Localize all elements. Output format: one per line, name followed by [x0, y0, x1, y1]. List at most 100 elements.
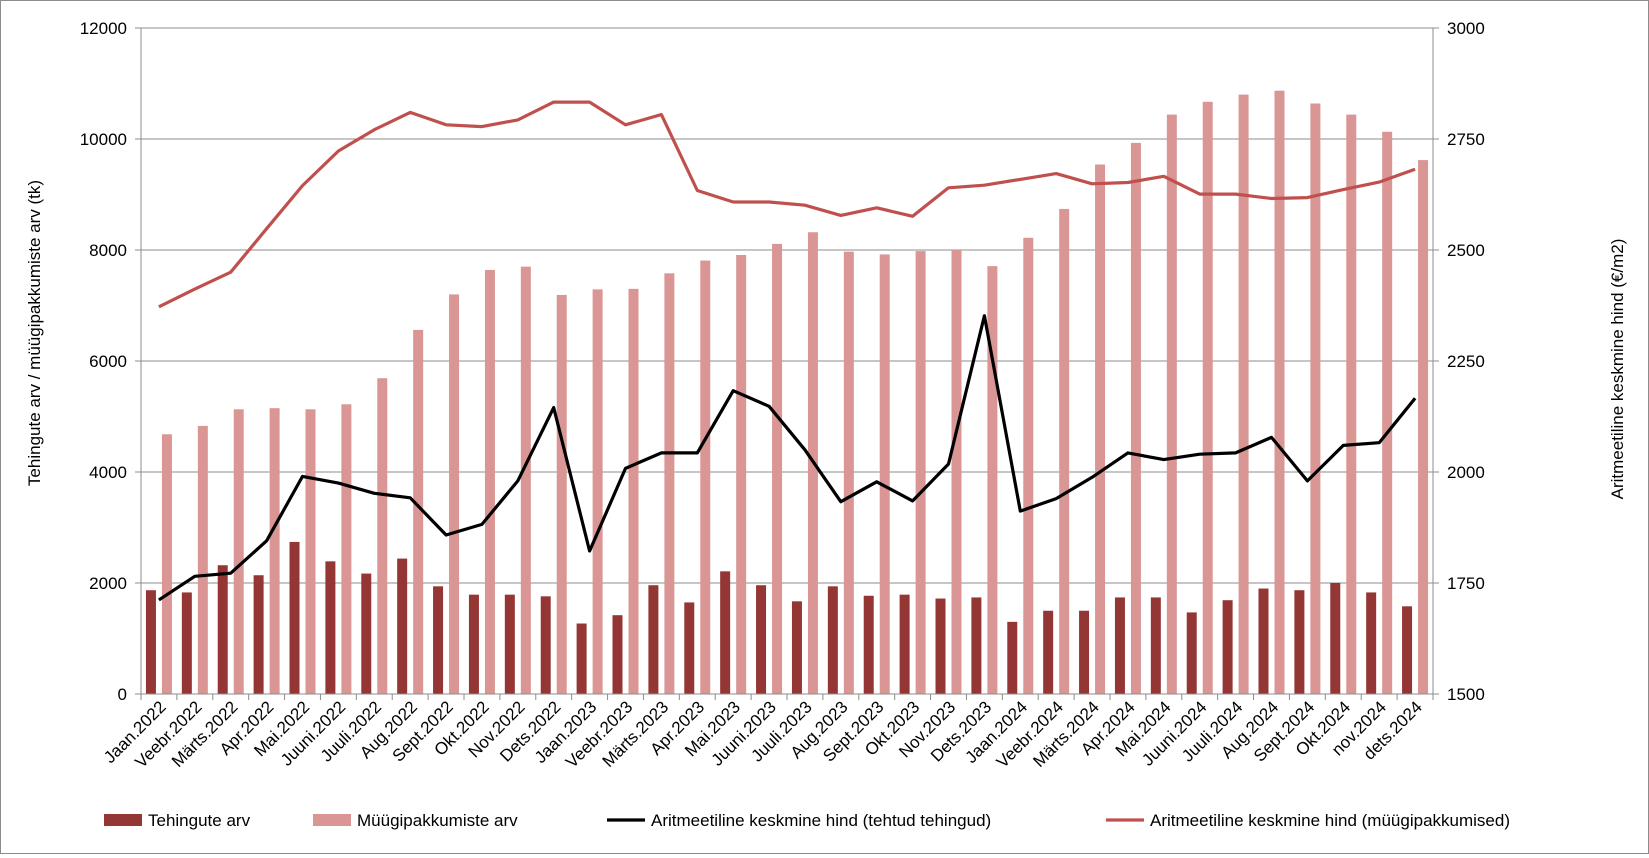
y-axis-right-label: Aritmeetiline keskmine hind (€/m2): [1608, 239, 1627, 500]
bar-myygipakkumiste-arv: [1023, 237, 1034, 695]
bar-tehingute-arv: [325, 561, 336, 694]
bar-myygipakkumiste-arv: [161, 434, 172, 694]
bar-tehingute-arv: [1186, 612, 1197, 694]
bar-myygipakkumiste-arv: [628, 288, 639, 694]
bar-tehingute-arv: [971, 597, 982, 694]
bar-myygipakkumiste-arv: [305, 409, 316, 694]
bar-tehingute-arv: [253, 575, 264, 694]
line-hind-myygipakkumised: [158, 100, 1416, 309]
bar-tehingute-arv: [1222, 600, 1233, 694]
bar-myygipakkumiste-arv: [1166, 114, 1177, 694]
bar-myygipakkumiste-arv: [987, 266, 998, 694]
bar-tehingute-arv: [935, 598, 946, 694]
y-left-tick-label: 2000: [89, 574, 127, 593]
bar-tehingute-arv: [1330, 583, 1341, 694]
legend-swatch: [104, 814, 142, 826]
y-left-tick-label: 4000: [89, 463, 127, 482]
bar-tehingute-arv: [504, 594, 515, 694]
legend: Tehingute arv Müügipakkumiste arv Aritmeet…: [104, 811, 1510, 830]
legend-label: Aritmeetiline keskmine hind (tehtud tehi…: [651, 811, 991, 830]
legend-label: Müügipakkumiste arv: [357, 811, 518, 830]
bar-myygipakkumiste-arv: [1130, 142, 1141, 694]
bar-myygipakkumiste-arv: [484, 269, 495, 694]
bar-tehingute-arv: [1079, 610, 1090, 694]
bar-tehingute-arv: [684, 602, 695, 694]
tick-labels: 0 2000 4000 6000 8000 10000 12000 1500 1750 2000 2…: [80, 19, 1485, 772]
bar-myygipakkumiste-arv: [1095, 164, 1106, 694]
y-right-tick-label: 1500: [1447, 685, 1485, 704]
line-hind-tehingud: [158, 314, 1417, 602]
bar-tehingute-arv: [612, 615, 623, 694]
bar-myygipakkumiste-arv: [1310, 103, 1321, 695]
bar-myygipakkumiste-arv: [377, 378, 388, 694]
y-left-tick-label: 12000: [80, 19, 127, 38]
y-left-tick-label: 10000: [80, 130, 127, 149]
bar-tehingute-arv: [756, 585, 767, 694]
bar-myygipakkumiste-arv: [951, 250, 962, 694]
bar-myygipakkumiste-arv: [1059, 208, 1070, 694]
y-right-tick-label: 2000: [1447, 463, 1485, 482]
bar-myygipakkumiste-arv: [1274, 90, 1285, 695]
bar-tehingute-arv: [397, 558, 408, 694]
bar-myygipakkumiste-arv: [269, 408, 280, 694]
bar-tehingute-arv: [1258, 588, 1269, 694]
bar-tehingute-arv: [540, 596, 551, 694]
y-axis-left-label: Tehingute arv / müügipakkumiste arv (tk): [25, 180, 44, 486]
bar-tehingute-arv: [1114, 597, 1125, 694]
bar-tehingute-arv: [145, 590, 156, 694]
bar-myygipakkumiste-arv: [233, 409, 244, 694]
bar-myygipakkumiste-arv: [556, 294, 567, 694]
y-left-tick-label: 8000: [89, 241, 127, 260]
bar-myygipakkumiste-arv: [1202, 101, 1213, 694]
bar-myygipakkumiste-arv: [1418, 160, 1429, 695]
y-right-tick-label: 2750: [1447, 130, 1485, 149]
legend-item: Tehingute arv: [104, 811, 251, 830]
bar-tehingute-arv: [899, 594, 910, 694]
bar-tehingute-arv: [648, 585, 659, 694]
bar-myygipakkumiste-arv: [736, 254, 747, 694]
y-right-tick-label: 2500: [1447, 241, 1485, 260]
bar-myygipakkumiste-arv: [879, 254, 890, 694]
legend-label: Aritmeetiline keskmine hind (müügipakkum…: [1150, 811, 1510, 830]
bar-myygipakkumiste-arv: [1346, 114, 1357, 694]
bar-tehingute-arv: [361, 573, 372, 694]
y-right-tick-label: 2250: [1447, 352, 1485, 371]
y-left-tick-label: 0: [118, 685, 127, 704]
axes: [135, 27, 1439, 700]
bar-myygipakkumiste-arv: [772, 243, 783, 694]
bar-series: [145, 90, 1429, 695]
bar-tehingute-arv: [791, 601, 802, 694]
bar-myygipakkumiste-arv: [1238, 94, 1249, 695]
legend-label: Tehingute arv: [148, 811, 251, 830]
bar-myygipakkumiste-arv: [700, 260, 711, 694]
y-right-tick-label: 1750: [1447, 574, 1485, 593]
bar-tehingute-arv: [1150, 597, 1161, 694]
bar-tehingute-arv: [827, 586, 838, 694]
bar-myygipakkumiste-arv: [592, 289, 603, 694]
bar-tehingute-arv: [1366, 592, 1377, 694]
bar-tehingute-arv: [1402, 606, 1413, 694]
legend-swatch: [313, 814, 351, 826]
bar-tehingute-arv: [1007, 621, 1018, 694]
bar-myygipakkumiste-arv: [843, 251, 854, 695]
bar-myygipakkumiste-arv: [664, 273, 675, 694]
bar-myygipakkumiste-arv: [341, 404, 352, 694]
bar-myygipakkumiste-arv: [413, 329, 424, 694]
bar-myygipakkumiste-arv: [915, 251, 926, 695]
bar-myygipakkumiste-arv: [520, 266, 531, 694]
y-right-tick-label: 3000: [1447, 19, 1485, 38]
bar-tehingute-arv: [576, 623, 587, 694]
bar-myygipakkumiste-arv: [1382, 131, 1393, 694]
bar-tehingute-arv: [863, 595, 874, 694]
bar-tehingute-arv: [468, 594, 479, 694]
line-series: [158, 100, 1417, 602]
bar-tehingute-arv: [720, 571, 731, 694]
bar-myygipakkumiste-arv: [449, 294, 460, 694]
legend-item: Aritmeetiline keskmine hind (tehtud tehi…: [607, 811, 991, 830]
bar-tehingute-arv: [289, 541, 300, 694]
bar-tehingute-arv: [1043, 610, 1054, 694]
legend-item: Müügipakkumiste arv: [313, 811, 518, 830]
legend-item: Aritmeetiline keskmine hind (müügipakkum…: [1106, 811, 1510, 830]
